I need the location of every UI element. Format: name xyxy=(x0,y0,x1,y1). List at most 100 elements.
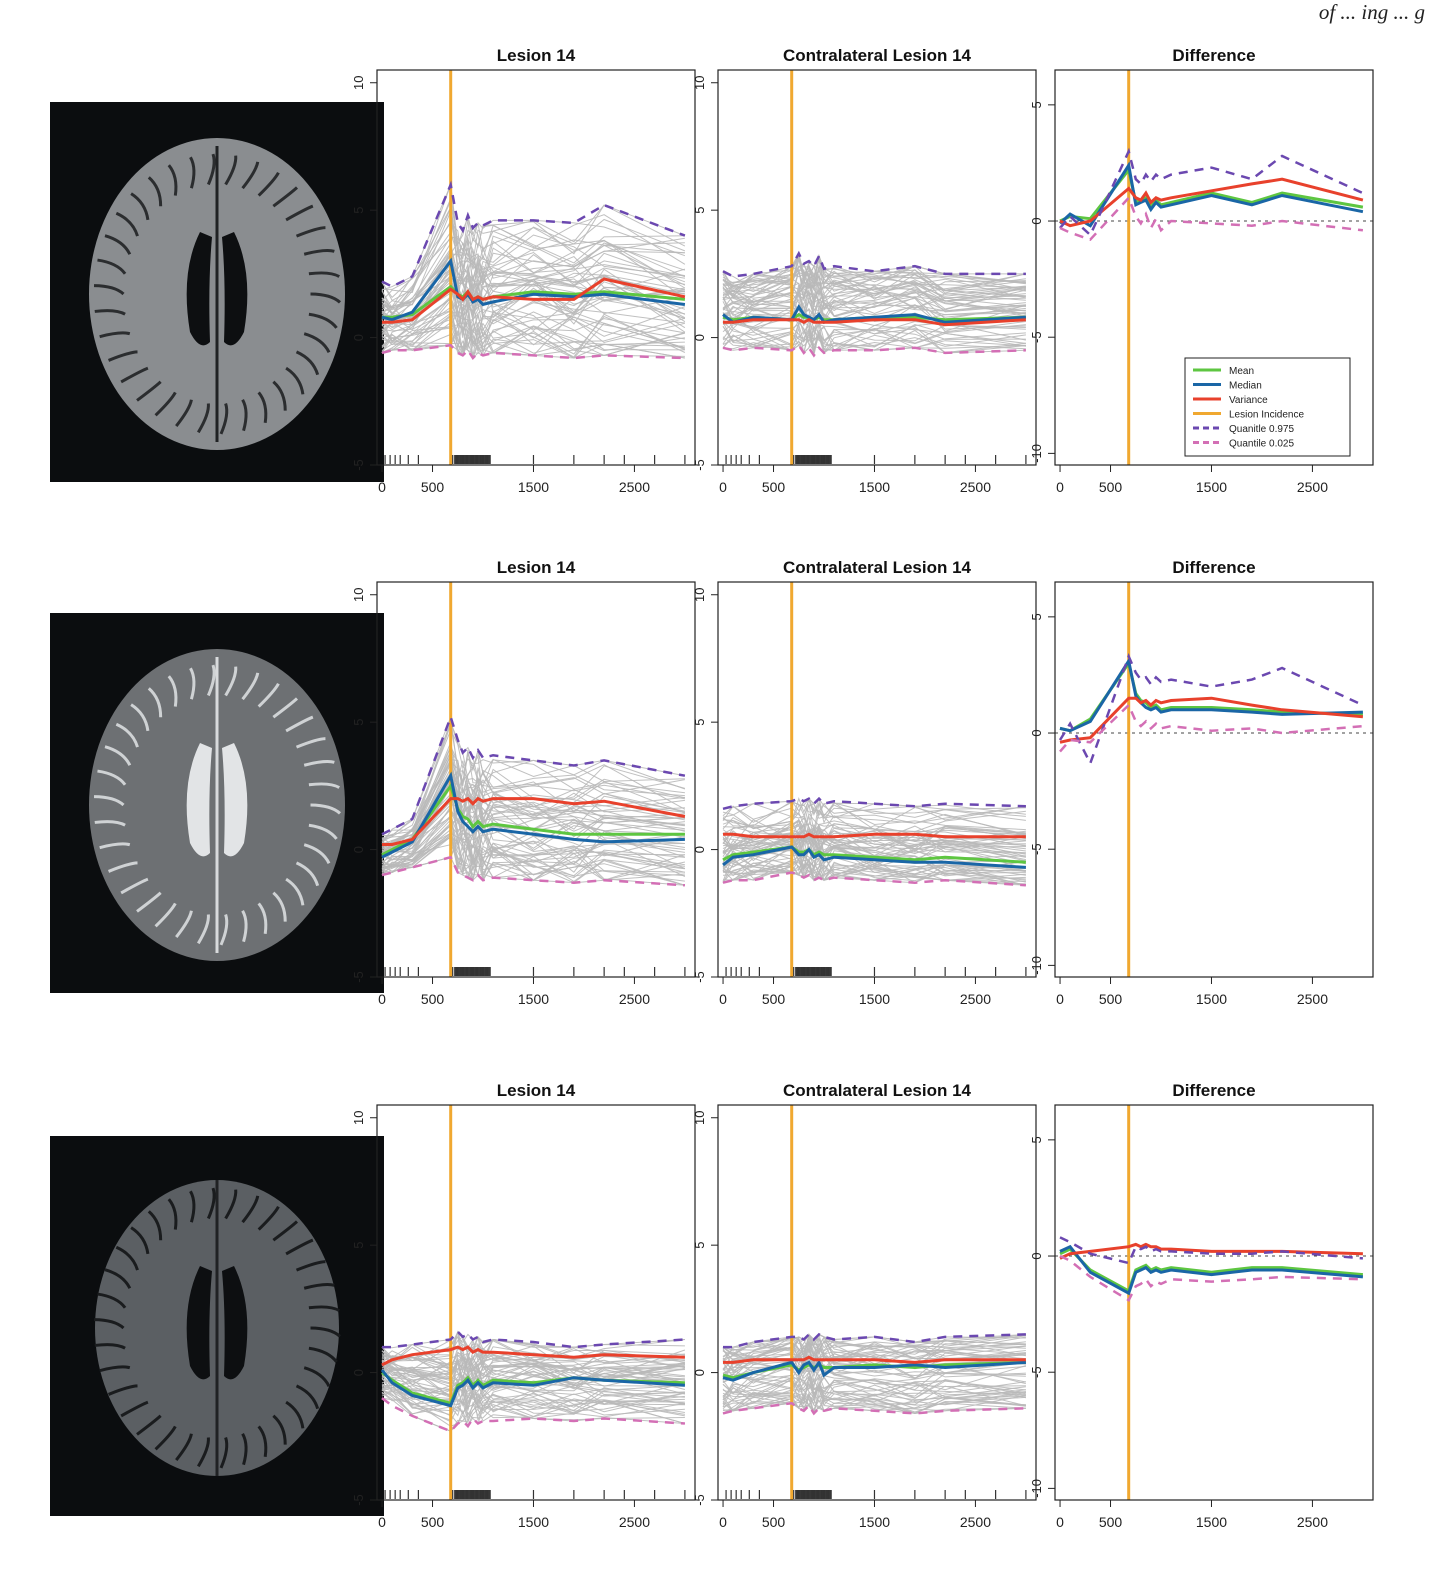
sulcus xyxy=(303,1283,335,1290)
individual-trace xyxy=(722,861,1026,886)
series-quantile-0-025 xyxy=(722,343,1026,358)
y-tick-label: 0 xyxy=(351,1369,366,1376)
y-tick-label: 5 xyxy=(692,207,707,214)
individual-trace xyxy=(381,828,685,869)
x-tick-label: 1500 xyxy=(859,479,890,495)
individual-trace xyxy=(722,1346,1026,1379)
y-tick-label: 0 xyxy=(692,334,707,341)
series-median xyxy=(381,257,686,322)
sulcus xyxy=(241,672,260,701)
individual-trace xyxy=(381,745,685,850)
sulcus xyxy=(272,891,287,922)
plot-frame xyxy=(1054,1104,1374,1501)
plot-frame xyxy=(376,1104,696,1501)
series-quanitle-0-975 xyxy=(381,180,686,289)
sulcus xyxy=(130,1226,150,1255)
sulcus xyxy=(99,842,131,850)
individual-trace xyxy=(722,1342,1026,1373)
sulcus xyxy=(167,1198,178,1230)
series-median xyxy=(1058,161,1364,228)
sulcus xyxy=(303,249,335,256)
chart-title: Difference xyxy=(1172,1081,1255,1100)
y-tick-label: 5 xyxy=(692,1242,707,1249)
x-tick-label: 2500 xyxy=(960,479,991,495)
sulcus xyxy=(295,737,326,749)
sulcus xyxy=(272,697,299,719)
sulcus xyxy=(115,722,139,748)
sulcus xyxy=(224,1189,238,1220)
sulcus xyxy=(130,703,150,732)
individual-trace xyxy=(722,282,1026,315)
x-tick-label: 0 xyxy=(378,1514,386,1530)
sulcus xyxy=(206,1187,216,1220)
sulcus xyxy=(97,769,127,786)
individual-trace xyxy=(722,287,1026,323)
individual-trace xyxy=(381,196,686,302)
sulcus xyxy=(308,1305,341,1312)
series-variance xyxy=(723,318,1026,327)
y-tick-label: -5 xyxy=(351,459,366,471)
sulcus xyxy=(197,914,210,945)
sulcus xyxy=(154,391,177,417)
sulcus xyxy=(167,675,178,707)
individual-trace xyxy=(722,1340,1026,1369)
right-ventricle xyxy=(222,743,248,857)
sulcus xyxy=(310,1326,342,1338)
individual-trace xyxy=(381,802,685,861)
individual-trace xyxy=(722,797,1026,823)
x-tick-label: 1500 xyxy=(859,991,890,1007)
sulcus xyxy=(241,399,248,432)
individual-trace xyxy=(381,332,686,357)
sulcus xyxy=(272,186,299,208)
individual-trace xyxy=(381,247,686,319)
sulcus xyxy=(175,399,193,428)
individual-trace xyxy=(381,1372,685,1398)
y-tick-label: 10 xyxy=(692,76,707,90)
x-tick-label: 2500 xyxy=(619,1514,650,1530)
x-tick-label: 0 xyxy=(719,1514,727,1530)
x-tick-label: 500 xyxy=(421,991,445,1007)
y-tick-label: 0 xyxy=(692,1369,707,1376)
series-quanitle-0-975 xyxy=(381,713,686,836)
individual-trace xyxy=(381,253,686,336)
x-tick-label: 500 xyxy=(762,991,786,1007)
x-tick-label: 0 xyxy=(1056,479,1064,495)
y-tick-label: -5 xyxy=(351,971,366,983)
y-tick-label: 0 xyxy=(351,846,366,853)
sulcus xyxy=(257,1425,268,1458)
x-tick-label: 500 xyxy=(1099,479,1123,495)
sulcus xyxy=(285,204,314,222)
individual-trace xyxy=(381,807,686,877)
x-tick-label: 500 xyxy=(762,1514,786,1530)
legend-label: Quantile 0.025 xyxy=(1229,439,1294,450)
sulcus xyxy=(310,292,342,304)
x-tick-label: 1500 xyxy=(518,991,549,1007)
individual-trace xyxy=(381,315,685,354)
individual-trace xyxy=(722,288,1026,324)
x-tick-label: 500 xyxy=(1099,991,1123,1007)
y-tick-label: 10 xyxy=(351,588,366,602)
sulcus xyxy=(175,1433,193,1462)
series-variance xyxy=(1059,1242,1363,1260)
legend-label: Quanitle 0.975 xyxy=(1229,424,1294,435)
individual-trace xyxy=(381,1384,685,1421)
individual-trace xyxy=(722,257,1026,300)
series-quanitle-0-975 xyxy=(722,796,1026,811)
sulcus xyxy=(107,1384,138,1396)
x-tick-label: 1500 xyxy=(1196,479,1227,495)
y-tick-label: -10 xyxy=(1029,444,1044,463)
individual-trace xyxy=(722,1381,1026,1413)
sulcus xyxy=(136,891,162,913)
sulcus xyxy=(94,795,125,807)
sulcus xyxy=(130,192,150,221)
brain-scan-t2 xyxy=(50,613,384,993)
x-tick-label: 1500 xyxy=(1196,991,1227,1007)
sulcus xyxy=(303,760,335,767)
individual-trace xyxy=(722,322,1027,348)
sulcus xyxy=(147,1210,163,1241)
y-tick-label: 10 xyxy=(351,76,366,90)
sulcus xyxy=(136,1414,162,1436)
chart-title: Lesion 14 xyxy=(497,1081,576,1100)
sulcus xyxy=(241,910,248,943)
scan-image xyxy=(94,1180,342,1476)
